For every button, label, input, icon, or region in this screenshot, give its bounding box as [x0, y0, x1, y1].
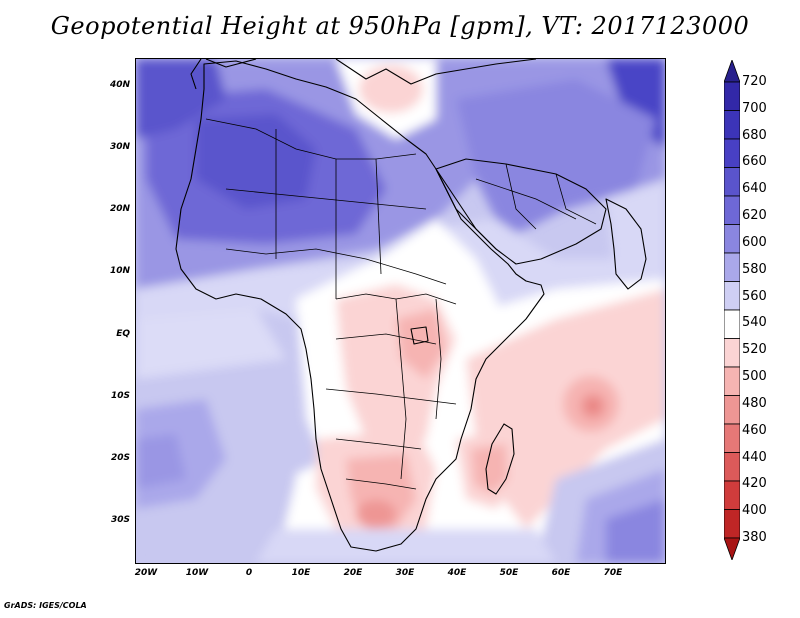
- colorbar-top-triangle: [724, 60, 740, 83]
- colorbar-tick-label: 600: [742, 234, 767, 250]
- colorbar-tick-label: 680: [742, 127, 767, 143]
- colorbar-tick-label: 560: [742, 288, 767, 304]
- field-contours: [136, 59, 665, 563]
- lon-label: 40E: [447, 568, 467, 578]
- colorbar-swatch: [724, 309, 740, 339]
- lat-label: 10N: [109, 266, 130, 276]
- lat-label: EQ: [116, 329, 130, 339]
- colorbar-swatch: [724, 252, 740, 282]
- colorbar-swatch: [724, 224, 740, 254]
- lon-label: 50E: [499, 568, 519, 578]
- colorbar: [724, 60, 740, 560]
- colorbar-swatch: [724, 138, 740, 168]
- colorbar-tick-label: 460: [742, 422, 767, 438]
- colorbar-tick-label: 620: [742, 208, 767, 224]
- lon-label: 20W: [134, 568, 158, 578]
- country-borders: [205, 118, 597, 490]
- lon-label: 20E: [343, 568, 363, 578]
- coastlines: [175, 59, 647, 552]
- colorbar-swatch: [724, 81, 740, 111]
- colorbar-swatch: [724, 452, 740, 482]
- colorbar-tick-label: 640: [742, 181, 767, 197]
- map-title: Geopotential Height at 950hPa [gpm], VT:…: [50, 12, 750, 40]
- colorbar-swatch: [724, 509, 740, 539]
- colorbar-tick-label: 580: [742, 261, 767, 277]
- colorbar-tick-label: 400: [742, 503, 767, 519]
- colorbar-tick-label: 520: [742, 342, 767, 358]
- colorbar-swatch: [724, 281, 740, 311]
- lon-label: 60E: [551, 568, 571, 578]
- colorbar-tick-label: 480: [742, 395, 767, 411]
- colorbar-tick-label: 380: [742, 530, 767, 545]
- colorbar-bottom-triangle: [724, 537, 740, 560]
- colorbar-swatch: [724, 167, 740, 197]
- colorbar-swatch: [724, 423, 740, 453]
- colorbar-swatch: [724, 395, 740, 425]
- colorbar-tick-label: 540: [742, 315, 767, 331]
- geopotential-field: [136, 59, 665, 563]
- lon-label: 10W: [185, 568, 209, 578]
- lon-label: 30E: [395, 568, 415, 578]
- colorbar-tick-label: 700: [742, 100, 767, 116]
- colorbar-tick-label: 440: [742, 449, 767, 465]
- lat-label: 30N: [109, 142, 130, 152]
- colorbar-swatch: [724, 338, 740, 368]
- colorbar-swatch: [724, 480, 740, 510]
- colorbar-swatch: [724, 195, 740, 225]
- lon-label: 0: [245, 568, 253, 578]
- lat-label: 30S: [110, 515, 130, 525]
- map-plot-area: [135, 58, 666, 564]
- lon-label: 70E: [603, 568, 623, 578]
- lat-label: 40N: [109, 80, 130, 90]
- lat-label: 10S: [110, 391, 130, 401]
- colorbar-tick-label: 660: [742, 154, 767, 170]
- colorbar-tick-label: 720: [742, 74, 767, 89]
- credit-text: GrADS: IGES/COLA: [4, 601, 87, 610]
- colorbar-swatch: [724, 110, 740, 140]
- colorbar-tick-label: 420: [742, 476, 767, 492]
- lat-label: 20S: [110, 453, 130, 463]
- lat-label: 20N: [109, 204, 130, 214]
- colorbar-tick-label: 500: [742, 369, 767, 385]
- colorbar-swatch: [724, 366, 740, 396]
- lon-label: 10E: [291, 568, 311, 578]
